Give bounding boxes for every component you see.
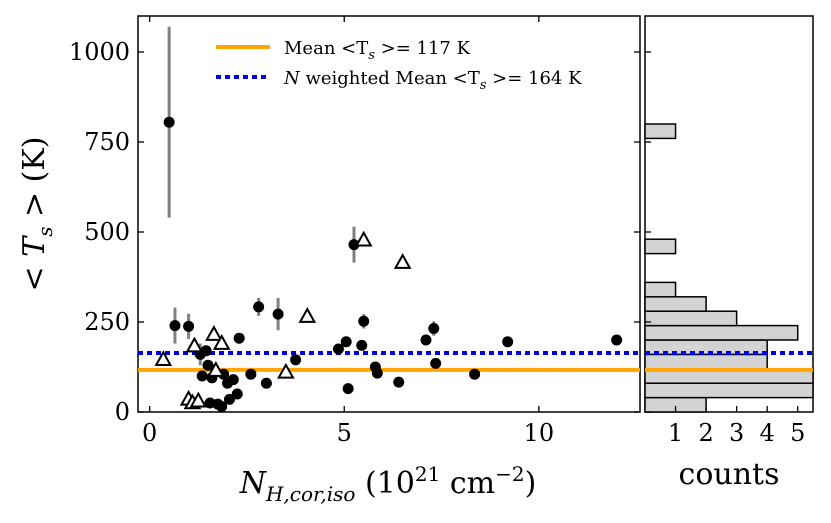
limit-point (185, 336, 204, 353)
data-point (356, 339, 368, 351)
hist-x-tick-label: 3 (729, 419, 744, 447)
y-tick-label: 500 (84, 218, 130, 246)
limit-point (354, 230, 373, 247)
data-point (340, 336, 352, 348)
limit-point (189, 391, 208, 408)
x-tick-label: 10 (524, 419, 555, 447)
x-tick-label: 5 (337, 419, 352, 447)
data-point (469, 368, 481, 380)
data-point (358, 315, 370, 327)
legend-mean-label: Mean <Ts >= 117 K (284, 38, 471, 63)
data-point (348, 239, 360, 251)
y-tick-label: 1000 (69, 38, 130, 66)
histogram-bar (644, 310, 738, 327)
data-point (231, 388, 243, 400)
data-point (342, 383, 354, 395)
data-point (371, 367, 383, 379)
histogram-bar (644, 238, 677, 255)
hist-x-tick-label: 1 (668, 419, 683, 447)
data-point (611, 334, 623, 346)
limit-point (154, 350, 173, 367)
legend-weighted-label: N weighted Mean <Ts >= 164 K (283, 68, 582, 93)
data-point (245, 368, 257, 380)
y-tick-label: 0 (115, 398, 130, 426)
histogram-axes-frame (644, 15, 814, 413)
limit-point (205, 325, 223, 341)
limit-point (277, 362, 295, 379)
data-point (223, 393, 235, 405)
limit-point (298, 307, 317, 323)
limit-point (393, 253, 412, 269)
data-point (216, 401, 228, 413)
data-point (290, 354, 302, 366)
data-point (233, 332, 245, 344)
limit-point (212, 334, 231, 350)
data-point (169, 320, 181, 332)
x-axis-label: NH,cor,iso (1021 cm−2) (239, 462, 537, 506)
histogram-bar (644, 353, 768, 370)
histogram-x-axis-label: counts (679, 457, 780, 492)
y-tick-label: 750 (84, 128, 130, 156)
limit-point (207, 361, 225, 377)
data-point (428, 322, 440, 334)
y-axis-label: < Ts > (K) (17, 137, 57, 292)
data-point (196, 370, 208, 382)
histogram-bar (644, 281, 677, 298)
data-point (183, 320, 195, 332)
hist-x-tick-label: 2 (698, 419, 713, 447)
histogram-bar (644, 123, 677, 140)
hist-x-tick-label: 4 (760, 419, 775, 447)
legend: Mean <Ts >= 117 K N weighted Mean <Ts >=… (216, 38, 582, 93)
data-point (253, 301, 265, 313)
scatter-plot (138, 16, 640, 413)
data-point (502, 336, 514, 348)
data-point (202, 359, 214, 371)
histogram-plot (644, 51, 814, 413)
data-point (420, 334, 432, 346)
data-point (227, 374, 239, 386)
data-point (163, 116, 175, 128)
hist-x-tick-label: 5 (790, 419, 805, 447)
data-point (332, 343, 344, 355)
histogram-bar (644, 324, 799, 341)
y-tick-label: 250 (84, 308, 130, 336)
histogram-bar (644, 296, 707, 312)
x-tick-label: 0 (142, 419, 157, 447)
data-point (260, 377, 272, 389)
data-point (430, 357, 442, 369)
histogram-bar (644, 382, 814, 399)
data-point (200, 345, 212, 357)
data-point (393, 376, 405, 388)
scatter-axes-frame (137, 15, 641, 413)
data-point (272, 308, 284, 320)
